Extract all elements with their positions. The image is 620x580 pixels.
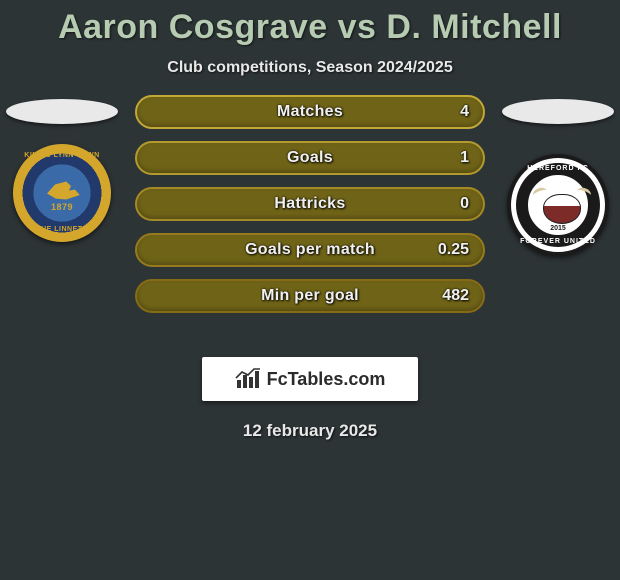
linnet-bird-icon	[47, 174, 87, 204]
crest-year: 1879	[17, 202, 107, 212]
stat-label: Min per goal	[261, 287, 359, 305]
fctables-branding: FcTables.com	[202, 357, 418, 401]
bar-chart-icon	[235, 368, 261, 390]
left-player-column: KING'S LYNN TOWN 1879 THE LINNETS	[2, 99, 122, 242]
branding-text: FcTables.com	[267, 369, 386, 390]
right-player-column: HEREFORD FC 2015 FOREVER UNITED	[498, 99, 618, 256]
player-photo-placeholder-left	[6, 99, 118, 124]
stat-bar: Min per goal 482	[135, 279, 485, 313]
stat-label: Matches	[277, 103, 343, 121]
date-text: 12 february 2025	[0, 421, 620, 441]
stat-bar: Goals per match 0.25	[135, 233, 485, 267]
subtitle: Club competitions, Season 2024/2025	[0, 59, 620, 77]
stat-value: 0.25	[438, 241, 469, 259]
comparison-layout: KING'S LYNN TOWN 1879 THE LINNETS Matche…	[0, 99, 620, 349]
stat-label: Goals per match	[245, 241, 375, 259]
stat-value: 482	[442, 287, 469, 305]
stat-bar: Hattricks 0	[135, 187, 485, 221]
player-photo-placeholder-right	[502, 99, 614, 124]
stat-value: 1	[460, 149, 469, 167]
crest-year: 2015	[511, 225, 605, 232]
stat-value: 4	[460, 103, 469, 121]
crest-bottom-text: FOREVER UNITED	[511, 238, 605, 245]
stats-bars: Matches 4 Goals 1 Hattricks 0 Goals per match 0…	[135, 95, 485, 325]
stat-bar: Goals 1	[135, 141, 485, 175]
stat-value: 0	[460, 195, 469, 213]
stat-label: Hattricks	[274, 195, 345, 213]
crest-top-text: HEREFORD FC	[511, 165, 605, 172]
stat-label: Goals	[287, 149, 333, 167]
club-crest-hereford: HEREFORD FC 2015 FOREVER UNITED	[507, 154, 609, 256]
bull-icon	[535, 188, 589, 230]
club-crest-kings-lynn: KING'S LYNN TOWN 1879 THE LINNETS	[13, 144, 111, 242]
stat-bar: Matches 4	[135, 95, 485, 129]
crest-bottom-text: THE LINNETS	[17, 226, 107, 233]
page-title: Aaron Cosgrave vs D. Mitchell	[0, 0, 620, 47]
crest-top-text: KING'S LYNN TOWN	[17, 152, 107, 159]
